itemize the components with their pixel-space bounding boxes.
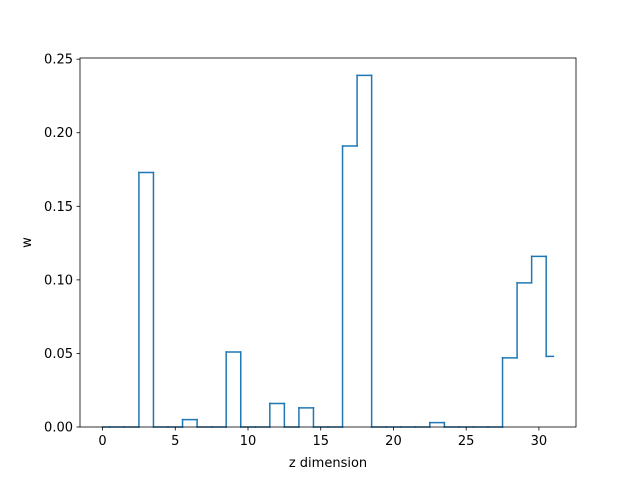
x-tick-label: 5	[171, 434, 179, 449]
y-tick-label: 0.10	[44, 273, 73, 288]
y-tick-label: 0.00	[44, 421, 73, 436]
x-tick-label: 0	[98, 434, 106, 449]
x-tick-label: 15	[312, 434, 329, 449]
plot-area	[80, 58, 576, 427]
y-axis-label: w	[20, 237, 35, 248]
y-tick-label: 0.05	[44, 347, 73, 362]
y-tick-label: 0.20	[44, 126, 73, 141]
x-axis-label: z dimension	[289, 456, 367, 471]
axes-frame	[79, 57, 577, 428]
x-tick-label: 25	[458, 434, 475, 449]
y-tick-label: 0.25	[44, 53, 73, 68]
y-axis: 0.00 0.05 0.10 0.15 0.20 0.25	[44, 53, 80, 436]
x-tick-label: 20	[385, 434, 402, 449]
x-tick-label: 10	[240, 434, 257, 449]
x-tick-label: 30	[531, 434, 548, 449]
y-tick-label: 0.15	[44, 200, 73, 215]
x-axis: 0 5 10 15 20 25 30	[98, 427, 547, 449]
